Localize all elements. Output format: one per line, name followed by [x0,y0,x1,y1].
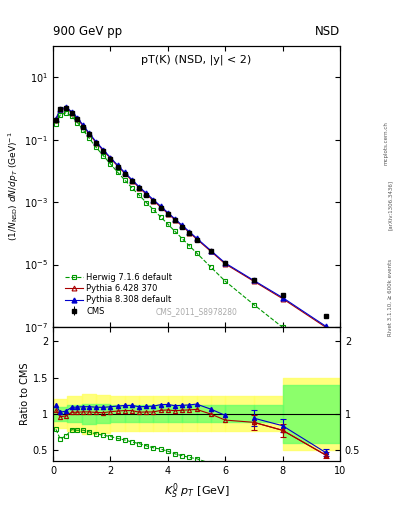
Pythia 8.308 default [101,146,106,153]
Pythia 6.428 370 [53,117,58,123]
Text: 900 GeV pp: 900 GeV pp [53,26,122,38]
Pythia 8.308 default [53,116,58,122]
Text: NSD: NSD [315,26,340,38]
Herwig 7.1.6 default [209,264,213,270]
Herwig 7.1.6 default [81,127,86,133]
Pythia 8.308 default [137,184,141,190]
Pythia 8.308 default [194,235,199,241]
Pythia 6.428 370 [252,278,256,284]
Pythia 8.308 default [123,169,127,176]
Pythia 6.428 370 [158,204,163,210]
Pythia 8.308 default [158,203,163,209]
Y-axis label: Ratio to CMS: Ratio to CMS [20,362,30,425]
Pythia 8.308 default [144,190,149,196]
Pythia 8.308 default [75,115,80,121]
Herwig 7.1.6 default [108,161,113,167]
Pythia 6.428 370 [115,163,120,169]
Herwig 7.1.6 default [75,119,80,125]
Herwig 7.1.6 default [101,153,106,159]
Pythia 8.308 default [86,130,91,136]
Text: pT(K) (NSD, |y| < 2): pT(K) (NSD, |y| < 2) [141,54,252,65]
Pythia 8.308 default [94,139,99,145]
Herwig 7.1.6 default [123,177,127,183]
Herwig 7.1.6 default [94,144,99,151]
Line: Pythia 6.428 370: Pythia 6.428 370 [53,106,328,330]
Pythia 8.308 default [280,294,285,301]
Pythia 8.308 default [69,109,74,115]
Herwig 7.1.6 default [137,192,141,198]
Pythia 6.428 370 [64,105,68,111]
Pythia 8.308 default [115,162,120,168]
Pythia 8.308 default [209,247,213,253]
Pythia 8.308 default [165,209,170,216]
Pythia 6.428 370 [130,178,134,184]
Pythia 8.308 default [252,278,256,284]
Pythia 6.428 370 [323,324,328,330]
Herwig 7.1.6 default [187,243,192,249]
Pythia 8.308 default [180,222,185,228]
Pythia 6.428 370 [81,123,86,129]
Pythia 6.428 370 [86,131,91,137]
Legend: Herwig 7.1.6 default, Pythia 6.428 370, Pythia 8.308 default, CMS: Herwig 7.1.6 default, Pythia 6.428 370, … [63,272,174,317]
Pythia 6.428 370 [280,295,285,302]
Line: Herwig 7.1.6 default: Herwig 7.1.6 default [53,111,328,361]
Pythia 6.428 370 [75,116,80,122]
Text: Rivet 3.1.10, ≥ 600k events: Rivet 3.1.10, ≥ 600k events [388,259,393,335]
Pythia 6.428 370 [165,210,170,217]
Herwig 7.1.6 default [158,214,163,220]
Herwig 7.1.6 default [323,356,328,362]
Pythia 8.308 default [130,177,134,183]
Herwig 7.1.6 default [151,207,156,213]
Pythia 6.428 370 [144,191,149,197]
Pythia 6.428 370 [187,229,192,236]
Pythia 8.308 default [223,260,228,266]
Herwig 7.1.6 default [64,110,68,116]
Herwig 7.1.6 default [86,135,91,141]
Pythia 6.428 370 [108,155,113,161]
Pythia 6.428 370 [58,106,62,113]
Pythia 6.428 370 [94,140,99,146]
Pythia 8.308 default [64,104,68,111]
Pythia 6.428 370 [101,147,106,154]
Herwig 7.1.6 default [280,324,285,330]
Herwig 7.1.6 default [165,221,170,227]
Text: CMS_2011_S8978280: CMS_2011_S8978280 [156,307,237,316]
Herwig 7.1.6 default [252,302,256,308]
Pythia 6.428 370 [194,236,199,242]
Text: [arXiv:1306.3436]: [arXiv:1306.3436] [388,180,393,230]
Herwig 7.1.6 default [144,200,149,206]
Pythia 6.428 370 [151,198,156,204]
Herwig 7.1.6 default [173,228,177,234]
Line: Pythia 8.308 default: Pythia 8.308 default [53,105,328,329]
Y-axis label: $(1/N_\mathrm{NSD})\ dN/dp_T\ (\mathrm{GeV})^{-1}$: $(1/N_\mathrm{NSD})\ dN/dp_T\ (\mathrm{G… [7,132,22,242]
Pythia 8.308 default [323,323,328,329]
Pythia 8.308 default [187,228,192,234]
Pythia 8.308 default [81,122,86,129]
Text: mcplots.cern.ch: mcplots.cern.ch [384,121,388,165]
Herwig 7.1.6 default [130,185,134,191]
Pythia 6.428 370 [69,110,74,116]
Herwig 7.1.6 default [53,120,58,126]
Pythia 8.308 default [151,197,156,203]
Pythia 6.428 370 [223,261,228,267]
Pythia 6.428 370 [209,248,213,254]
Pythia 8.308 default [108,155,113,161]
Herwig 7.1.6 default [194,250,199,256]
Herwig 7.1.6 default [69,113,74,119]
Pythia 6.428 370 [180,223,185,229]
Pythia 8.308 default [173,216,177,222]
X-axis label: $K^0_S\ p_T\ [\mathrm{GeV}]$: $K^0_S\ p_T\ [\mathrm{GeV}]$ [164,481,229,501]
Pythia 8.308 default [58,106,62,112]
Herwig 7.1.6 default [223,278,228,284]
Herwig 7.1.6 default [58,112,62,118]
Herwig 7.1.6 default [115,169,120,175]
Pythia 6.428 370 [123,170,127,177]
Pythia 6.428 370 [137,185,141,191]
Pythia 6.428 370 [173,217,177,223]
Herwig 7.1.6 default [180,236,185,242]
